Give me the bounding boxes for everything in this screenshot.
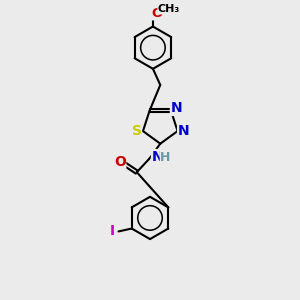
Text: O: O bbox=[114, 154, 126, 169]
Text: H: H bbox=[160, 151, 171, 164]
Text: I: I bbox=[110, 224, 115, 239]
Text: CH₃: CH₃ bbox=[158, 4, 180, 14]
Text: O: O bbox=[152, 7, 163, 20]
Text: N: N bbox=[152, 150, 163, 164]
Text: N: N bbox=[170, 101, 182, 116]
Text: S: S bbox=[131, 124, 142, 138]
Text: N: N bbox=[178, 124, 189, 138]
